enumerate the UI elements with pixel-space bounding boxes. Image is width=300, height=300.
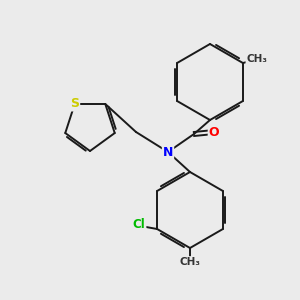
Text: CH₃: CH₃ [246,54,267,64]
Text: O: O [209,125,219,139]
Text: Cl: Cl [133,218,146,232]
Text: S: S [70,98,79,110]
Text: N: N [163,146,173,158]
Text: CH₃: CH₃ [179,257,200,267]
